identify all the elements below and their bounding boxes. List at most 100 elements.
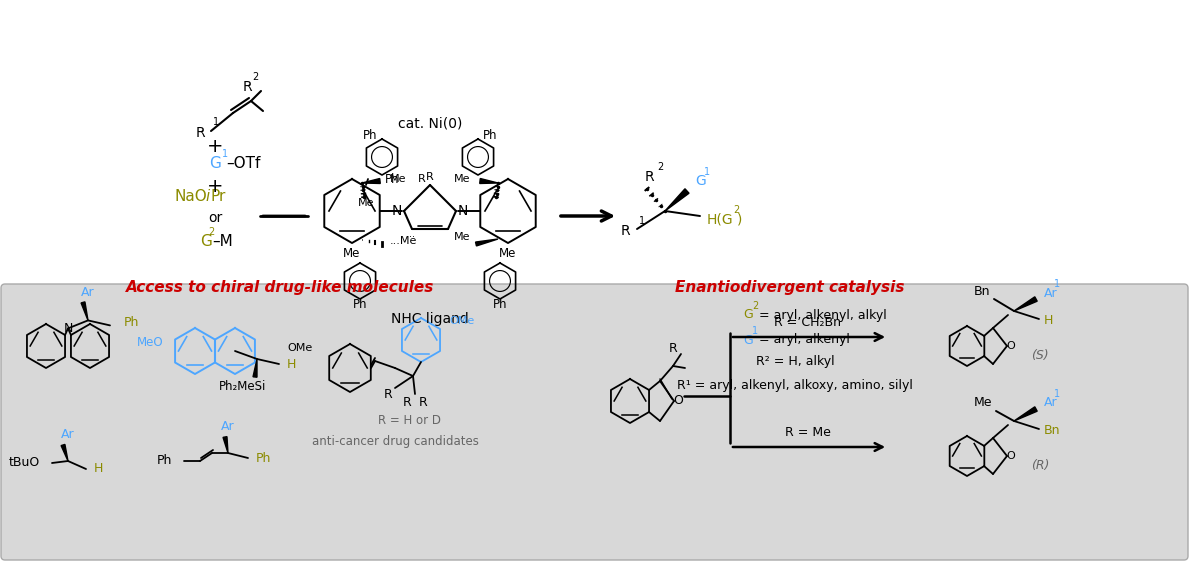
Text: Ph: Ph xyxy=(363,128,377,141)
Text: O: O xyxy=(1007,451,1015,461)
Text: Bn: Bn xyxy=(1044,425,1061,438)
Text: Ar: Ar xyxy=(1044,287,1058,300)
Text: Ph: Ph xyxy=(157,454,172,467)
Text: 2: 2 xyxy=(208,227,214,237)
FancyBboxPatch shape xyxy=(1,284,1188,560)
Polygon shape xyxy=(665,189,688,211)
Text: Ph: Ph xyxy=(385,172,400,186)
Text: 1: 1 xyxy=(1053,389,1061,399)
Text: G: G xyxy=(743,333,753,347)
Text: +: + xyxy=(207,177,224,195)
Text: Ph: Ph xyxy=(483,128,497,141)
Text: –M: –M xyxy=(212,233,233,249)
Text: –OTf: –OTf xyxy=(226,155,260,171)
Text: Me: Me xyxy=(974,397,992,410)
Text: G: G xyxy=(696,174,706,188)
Text: R¹ = aryl, alkenyl, alkoxy, amino, silyl: R¹ = aryl, alkenyl, alkoxy, amino, silyl xyxy=(677,379,913,393)
Text: OMe: OMe xyxy=(449,316,474,326)
Text: (S): (S) xyxy=(1031,350,1049,362)
Text: Me: Me xyxy=(453,174,470,184)
Text: 1: 1 xyxy=(638,216,646,226)
Text: +: + xyxy=(207,136,224,155)
Text: R: R xyxy=(419,174,426,184)
Text: 1: 1 xyxy=(1053,279,1061,289)
Text: R: R xyxy=(426,172,434,182)
Text: 2: 2 xyxy=(252,72,258,82)
Text: (R): (R) xyxy=(1031,459,1049,472)
Text: Me: Me xyxy=(453,232,470,242)
Polygon shape xyxy=(476,239,498,246)
Text: Ph: Ph xyxy=(492,298,508,311)
Text: NHC ligand: NHC ligand xyxy=(391,312,468,326)
Text: Ar: Ar xyxy=(61,429,75,442)
Text: Ph: Ph xyxy=(353,298,367,311)
Polygon shape xyxy=(361,178,380,183)
Text: H(G: H(G xyxy=(707,212,734,226)
Text: ..: .. xyxy=(409,229,415,239)
Text: R: R xyxy=(384,388,392,401)
Polygon shape xyxy=(1014,407,1037,421)
Text: G: G xyxy=(743,309,753,321)
Text: R: R xyxy=(243,80,252,94)
Text: Ar: Ar xyxy=(221,421,234,434)
Text: Ph: Ph xyxy=(124,316,139,329)
Text: R: R xyxy=(621,224,630,238)
Polygon shape xyxy=(479,178,498,183)
Text: or: or xyxy=(208,211,222,225)
Text: Ar: Ar xyxy=(1044,397,1058,410)
Text: Ph₂MeSi: Ph₂MeSi xyxy=(219,380,266,393)
Text: 1: 1 xyxy=(751,326,759,336)
Text: H: H xyxy=(287,357,296,370)
Text: R: R xyxy=(644,170,654,184)
Polygon shape xyxy=(81,302,88,320)
Text: G: G xyxy=(209,155,221,171)
Text: Enantiodivergent catalysis: Enantiodivergent catalysis xyxy=(675,279,905,295)
Polygon shape xyxy=(1014,297,1037,311)
Text: Me: Me xyxy=(499,246,517,260)
Text: 2: 2 xyxy=(732,205,740,215)
Text: = aryl, alkenyl, alkyl: = aryl, alkenyl, alkyl xyxy=(755,309,887,321)
Text: N: N xyxy=(391,204,402,218)
Text: H: H xyxy=(94,462,103,476)
Text: N: N xyxy=(458,204,468,218)
Text: 1: 1 xyxy=(213,117,219,127)
Text: R: R xyxy=(195,126,205,140)
Polygon shape xyxy=(61,444,68,461)
Text: tBuO: tBuO xyxy=(8,457,40,470)
Text: ...Me: ...Me xyxy=(390,236,417,246)
Text: 1: 1 xyxy=(704,167,710,177)
Text: MeO: MeO xyxy=(137,337,163,350)
Text: Me: Me xyxy=(358,198,375,208)
Text: 2: 2 xyxy=(751,301,759,311)
Text: N: N xyxy=(63,322,73,335)
Text: NaO: NaO xyxy=(175,188,208,204)
Text: R = Me: R = Me xyxy=(785,426,831,439)
Text: R: R xyxy=(419,396,427,408)
Text: Access to chiral drug-like molecules: Access to chiral drug-like molecules xyxy=(126,279,434,295)
Text: R: R xyxy=(403,396,411,408)
Text: i: i xyxy=(205,188,209,204)
Text: G: G xyxy=(200,233,212,249)
Text: Me: Me xyxy=(390,174,407,184)
Text: R² = H, alkyl: R² = H, alkyl xyxy=(756,355,835,367)
Text: O: O xyxy=(673,394,682,407)
Text: Ph: Ph xyxy=(256,452,271,465)
Text: OMe: OMe xyxy=(288,343,313,353)
Text: cat. Ni(0): cat. Ni(0) xyxy=(398,116,463,130)
Text: Me: Me xyxy=(344,246,360,260)
Text: R = H or D: R = H or D xyxy=(378,415,441,427)
Text: Ar: Ar xyxy=(81,286,95,299)
Text: 2: 2 xyxy=(658,162,663,172)
Text: = aryl, alkenyl: = aryl, alkenyl xyxy=(755,333,850,347)
Text: anti-cancer drug candidates: anti-cancer drug candidates xyxy=(312,435,478,448)
Text: Bn: Bn xyxy=(974,284,990,297)
Polygon shape xyxy=(224,436,228,453)
Text: Pr: Pr xyxy=(210,188,226,204)
Polygon shape xyxy=(253,359,257,377)
Text: R: R xyxy=(668,342,678,355)
Text: O: O xyxy=(1007,341,1015,351)
Text: ): ) xyxy=(737,212,742,226)
Text: H: H xyxy=(1044,315,1053,328)
Text: R = CH₂Bn: R = CH₂Bn xyxy=(774,316,842,329)
Text: 1: 1 xyxy=(222,149,228,159)
